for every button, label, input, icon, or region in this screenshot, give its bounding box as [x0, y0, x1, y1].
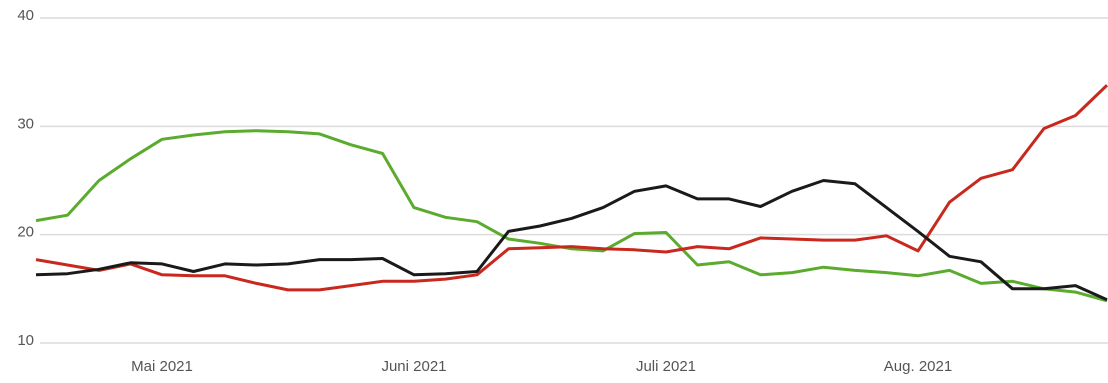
y-tick-label: 30: [17, 115, 34, 132]
x-tick-label: Aug. 2021: [884, 358, 952, 375]
y-tick-label: 40: [17, 7, 34, 24]
series-line: [35, 179, 1108, 302]
x-tick-label: Juni 2021: [381, 358, 446, 375]
series-line: [35, 129, 1108, 303]
series-line: [35, 84, 1108, 292]
x-tick-label: Mai 2021: [131, 358, 193, 375]
x-tick-label: Juli 2021: [636, 358, 696, 375]
y-tick-label: 10: [17, 332, 34, 349]
y-tick-label: 20: [17, 224, 34, 241]
